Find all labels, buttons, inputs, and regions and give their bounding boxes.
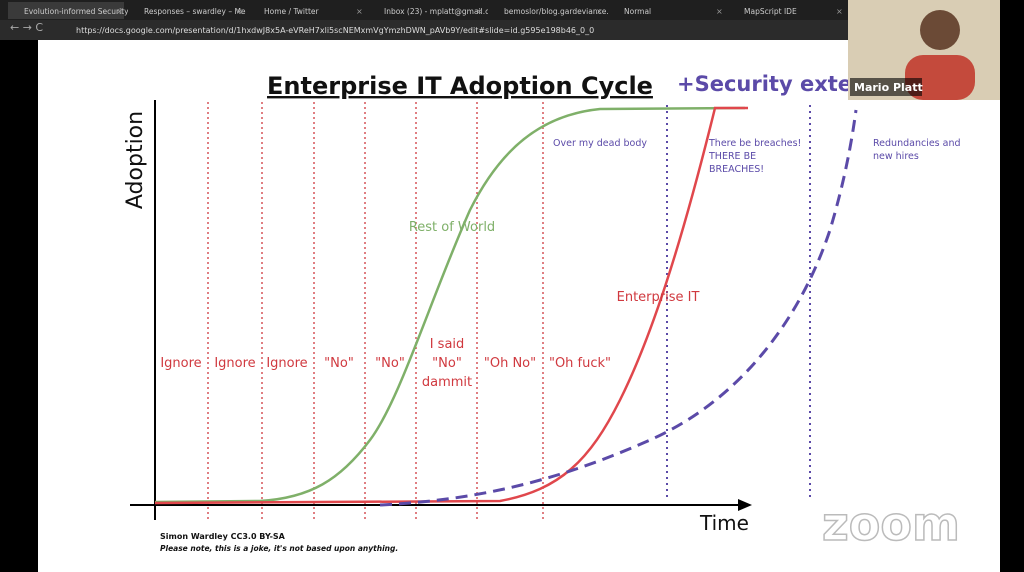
stage-label: Ignore (160, 356, 201, 371)
security-note: THERE BE (708, 151, 756, 162)
slide (38, 40, 1000, 572)
slide-title: Enterprise IT Adoption Cycle (267, 72, 653, 100)
tab-title: Responses – swardley – Me (144, 7, 246, 16)
security-note: BREACHES! (709, 164, 764, 175)
note: Please note, this is a joke, it's not ba… (160, 544, 398, 553)
name-tag (850, 78, 922, 96)
tab[interactable] (368, 2, 484, 19)
stage-label: "Oh fuck" (549, 356, 611, 371)
x-arrow (738, 499, 752, 511)
tab[interactable] (488, 2, 604, 19)
tab-close: × (116, 7, 123, 16)
security-note: There be breaches! (708, 138, 801, 149)
nav-buttons[interactable]: ← → C (10, 21, 43, 34)
chart (130, 100, 858, 520)
tab-title: Inbox (23) - mplatt@gmail.c (384, 7, 489, 16)
tab-close: × (476, 7, 483, 16)
stage-label: I said (430, 337, 465, 352)
stage-label: dammit (422, 375, 472, 390)
curve-label: Rest of World (409, 220, 495, 235)
zoom-watermark: zoom (822, 497, 960, 551)
address-bar (0, 20, 848, 40)
tab-close: × (596, 7, 603, 16)
security-note: new hires (873, 151, 919, 162)
participant-name: Mario Platt (854, 81, 923, 94)
security-note: Redundancies and (873, 138, 961, 149)
tab-close: × (716, 7, 723, 16)
tab[interactable] (248, 2, 364, 19)
stage-label: Ignore (214, 356, 255, 371)
stage-label: "No" (375, 356, 405, 371)
webcam-person-head (920, 10, 960, 50)
rest-of-world-curve (154, 106, 746, 504)
stage-label: "Oh No" (484, 356, 536, 371)
stage-label: "No" (324, 356, 354, 371)
tab[interactable] (728, 2, 844, 19)
tab-close: × (356, 7, 363, 16)
tab[interactable] (608, 2, 724, 19)
security-note: Over my dead body (553, 138, 647, 149)
tab-title: Normal (624, 7, 651, 16)
tab-close: × (836, 7, 843, 16)
tab-title: Home / Twitter (264, 7, 319, 16)
stage-label: Ignore (266, 356, 307, 371)
x-axis-label: Time (699, 511, 749, 535)
tab-title: Evolution-informed Security (24, 7, 129, 16)
curve-label: Enterprise IT (617, 290, 700, 305)
tab-title: MapScript IDE (744, 7, 797, 16)
enterprise-it-curve (154, 106, 748, 505)
y-axis-label: Adoption (123, 111, 148, 209)
tab-title: bemoslor/blog.gardeviance. (504, 7, 609, 16)
url: https://docs.google.com/presentation/d/1… (76, 26, 594, 35)
stage-label: "No" (432, 356, 462, 371)
security-curve (379, 109, 858, 507)
tab[interactable] (128, 2, 244, 19)
webcam-person-body (905, 55, 975, 100)
credit: Simon Wardley CC3.0 BY-SA (160, 532, 286, 541)
slide-subtitle: +Security exter (677, 72, 863, 96)
tab[interactable] (8, 2, 124, 19)
tab-close: × (236, 7, 243, 16)
